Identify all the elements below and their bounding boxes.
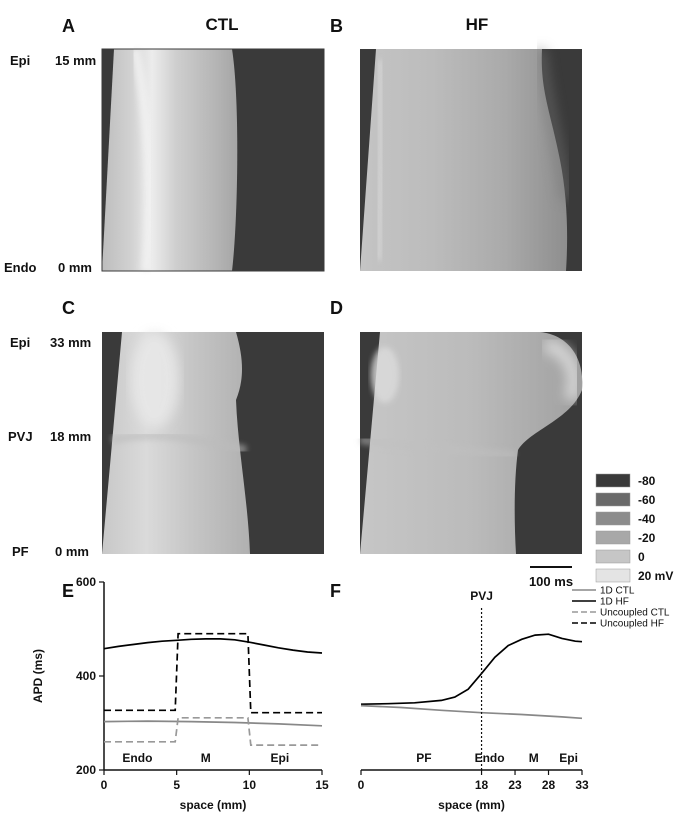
y-tick-label: 200 <box>76 763 96 777</box>
row2-top-mm: 33 mm <box>50 335 91 350</box>
legend-label: Uncoupled CTL <box>600 608 670 619</box>
panel-letter-f: F <box>330 581 341 601</box>
heatmap-a <box>101 47 325 272</box>
legend-label: 1D CTL <box>600 586 635 597</box>
panel-letter-a: A <box>62 16 75 36</box>
series-line <box>104 632 322 714</box>
x-tick-label: 0 <box>358 778 365 792</box>
series-line <box>103 720 323 727</box>
chart-f: 0 18 23 28 33 space (mm) PF Endo M Epi PVJ 1D CTL1D… <box>358 586 670 813</box>
row2-mid-mm: 18 mm <box>50 429 91 444</box>
header-hf: HF <box>466 15 489 34</box>
region-label: Endo <box>122 751 152 765</box>
heatmap-b <box>360 48 582 271</box>
x-tick-label: 15 <box>315 778 329 792</box>
colorbar-swatch <box>595 568 631 583</box>
x-axis-title: space (mm) <box>180 798 247 812</box>
colorbar-swatch <box>595 473 631 488</box>
x-tick-label: 33 <box>575 778 589 792</box>
heatmap-d <box>359 332 583 554</box>
colorbar-swatch <box>595 492 631 507</box>
row2-pvj-label: PVJ <box>8 429 33 444</box>
row1-endo-label: Endo <box>4 260 37 275</box>
row2-bottom-mm: 0 mm <box>55 544 89 559</box>
panel-letter-d: D <box>330 298 343 318</box>
region-label: PF <box>416 751 431 765</box>
colorbar-swatch <box>595 530 631 545</box>
x-tick-label: 10 <box>243 778 257 792</box>
x-tick-label: 5 <box>173 778 180 792</box>
colorbar-swatch <box>595 511 631 526</box>
x-tick-label: 23 <box>508 778 522 792</box>
pvj-annotation: PVJ <box>470 589 493 603</box>
row1-top-mm: 15 mm <box>55 53 96 68</box>
colorbar-label: -60 <box>638 493 656 507</box>
legend-label: Uncoupled HF <box>600 619 664 630</box>
row1-epi-label: Epi <box>10 53 30 68</box>
series-line <box>103 638 323 654</box>
y-tick-label: 400 <box>76 669 96 683</box>
x-tick-label: 28 <box>542 778 556 792</box>
x-axis-title: space (mm) <box>438 798 505 812</box>
panel-letter-b: B <box>330 16 343 36</box>
header-ctl: CTL <box>205 15 238 34</box>
y-tick-label: 600 <box>76 575 96 589</box>
region-label: M <box>529 751 539 765</box>
scale-bar-label: 100 ms <box>529 574 573 589</box>
heatmap-c <box>102 332 324 554</box>
colorbar-swatch <box>595 549 631 564</box>
series-line <box>360 704 583 720</box>
x-tick-label: 18 <box>475 778 489 792</box>
colorbar-legend: -80 -60 -40 -20 0 20 mV <box>595 473 673 583</box>
panel-letter-e: E <box>62 581 74 601</box>
x-tick-label: 0 <box>101 778 108 792</box>
row2-epi-label: Epi <box>10 335 30 350</box>
series-line <box>104 716 322 746</box>
region-label: Endo <box>475 751 505 765</box>
colorbar-label: -80 <box>638 474 656 488</box>
chart-e: 0 5 10 15 200 400 600 space (mm) APD (ms) Endo M Ep… <box>31 575 329 812</box>
colorbar-label: 20 mV <box>638 569 673 583</box>
row2-pf-label: PF <box>12 544 29 559</box>
colorbar-label: -40 <box>638 512 656 526</box>
panel-letter-c: C <box>62 298 75 318</box>
colorbar-label: 0 <box>638 550 645 564</box>
region-label: M <box>201 751 211 765</box>
y-axis-title: APD (ms) <box>31 649 45 703</box>
series-line <box>360 633 583 706</box>
region-label: Epi <box>559 751 578 765</box>
legend-label: 1D HF <box>600 597 629 608</box>
colorbar-label: -20 <box>638 531 656 545</box>
row1-bottom-mm: 0 mm <box>58 260 92 275</box>
region-label: Epi <box>271 751 290 765</box>
